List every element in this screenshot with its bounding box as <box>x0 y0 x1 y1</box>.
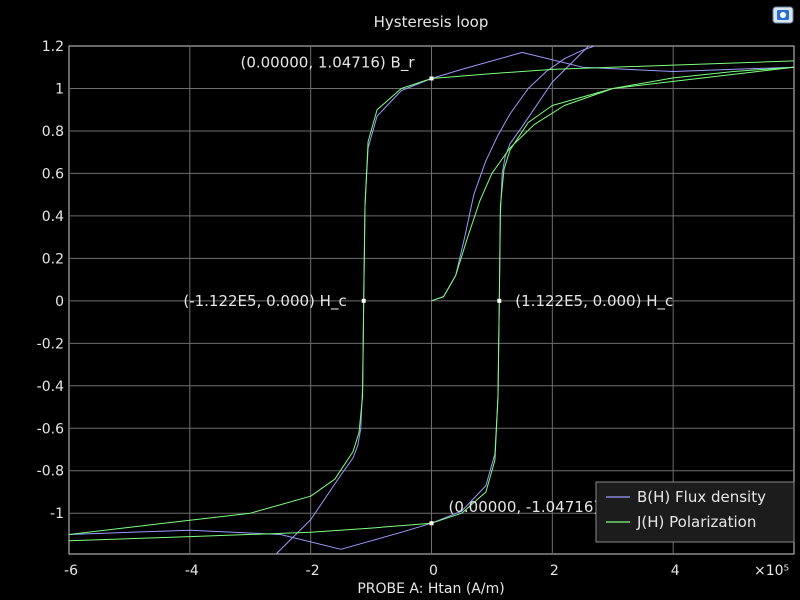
annotation-label: (1.122E5, 0.000) H_c <box>515 292 673 311</box>
legend-label-polarization: J(H) Polarization <box>636 513 756 531</box>
x-tick-label: -4 <box>185 563 199 579</box>
series-j-h-polarization-segment-1 <box>69 60 794 535</box>
series-j-h-polarization-segment-2 <box>69 66 794 542</box>
y-tick-label: -0.2 <box>37 336 64 352</box>
x-tick-label: 0 <box>429 563 438 579</box>
annotation-labels: (0.00000, 1.04716) B_r (-1.122E5, 0.000) … <box>183 53 673 517</box>
y-tick-label: -0.4 <box>37 379 64 395</box>
y-tick-labels: 1.2 1 0.8 0.6 0.4 0.2 0 -0.2 -0.4 -0.6 -0.8 -1 <box>37 39 64 522</box>
annotation-marker <box>429 76 434 81</box>
y-tick-label: -0.8 <box>37 464 64 480</box>
y-tick-label: 0.8 <box>42 124 64 140</box>
annotation-marker <box>361 298 366 303</box>
legend-label-flux-density: B(H) Flux density <box>637 488 766 506</box>
grid-lines <box>69 46 794 554</box>
x-tick-label: 4 <box>671 563 680 579</box>
y-tick-label: 1.2 <box>42 39 64 55</box>
x-multiplier: ×10⁵ <box>754 563 789 579</box>
annotation-label: (0.00000, -1.04716) B_r <box>449 498 629 517</box>
y-tick-label: -0.6 <box>37 421 64 437</box>
x-tick-label: -2 <box>306 563 320 579</box>
legend-box <box>595 481 795 543</box>
series-j-h-polarization-segment-0 <box>431 66 794 302</box>
legend: B(H) Flux density J(H) Polarization <box>595 481 795 543</box>
screenshot-icon[interactable] <box>772 4 794 26</box>
x-tick-label: 2 <box>550 563 559 579</box>
y-tick-label: 0.4 <box>42 209 64 225</box>
y-tick-label: 0.2 <box>42 251 64 267</box>
annotation-marker <box>497 298 502 303</box>
y-tick-label: -1 <box>50 506 64 522</box>
series-layer <box>69 46 794 554</box>
y-tick-label: 1 <box>55 81 64 97</box>
x-tick-labels: -6 -4 -2 0 2 4 <box>64 563 680 579</box>
y-tick-label: 0 <box>55 294 64 310</box>
annotation-label: (-1.122E5, 0.000) H_c <box>183 292 346 311</box>
annotation-markers <box>361 76 502 526</box>
y-tick-label: 0.6 <box>42 166 64 182</box>
x-axis-label: PROBE A: Htan (A/m) <box>357 581 504 597</box>
chart-title: Hysteresis loop <box>374 13 489 31</box>
annotation-marker <box>429 521 434 526</box>
x-tick-label: -6 <box>64 563 78 579</box>
annotation-label: (0.00000, 1.04716) B_r <box>240 53 415 72</box>
